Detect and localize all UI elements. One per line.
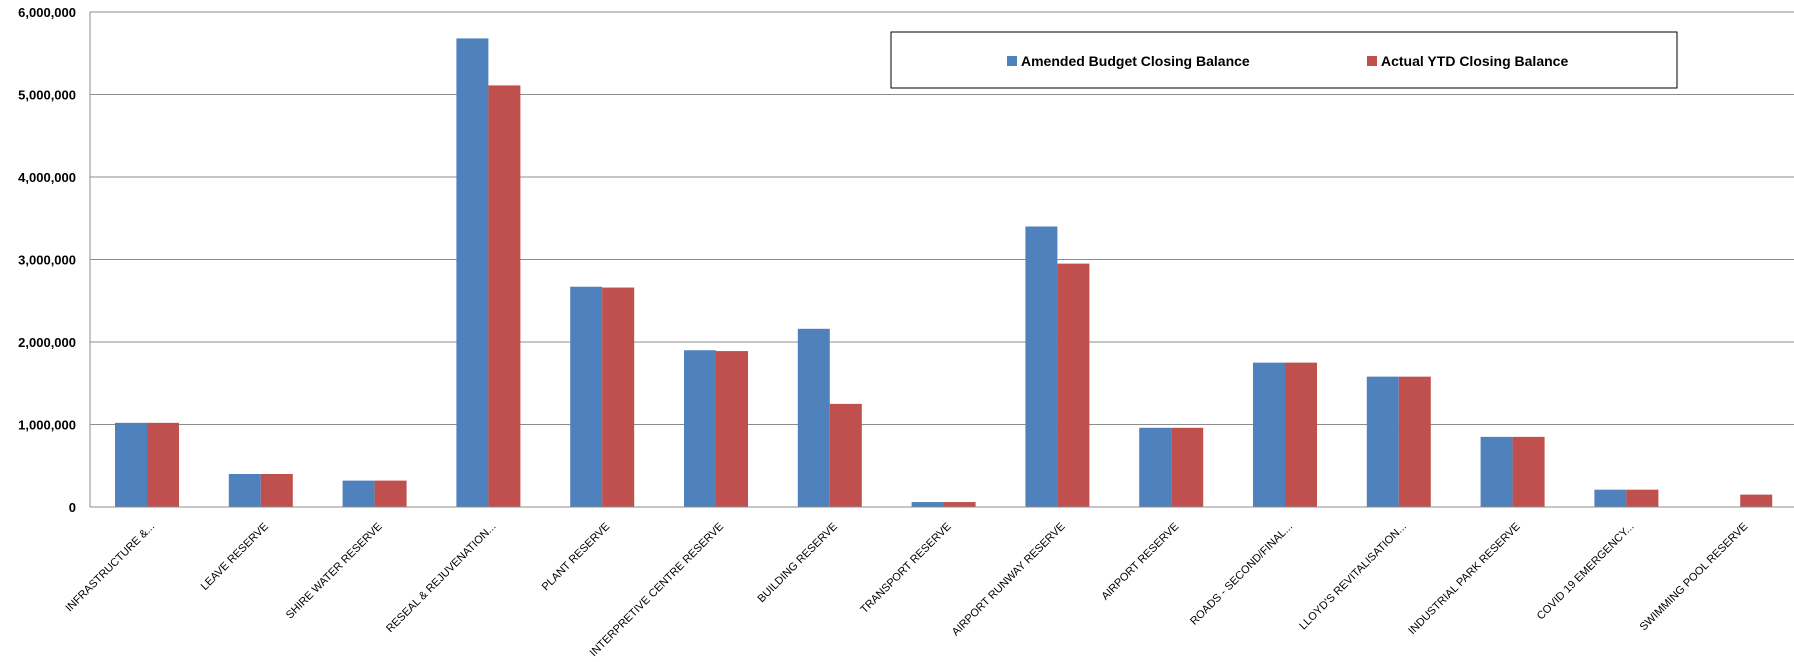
y-tick-label: 3,000,000 — [18, 253, 76, 268]
y-tick-label: 6,000,000 — [18, 5, 76, 20]
legend: Amended Budget Closing Balance Actual YT… — [890, 31, 1678, 89]
legend-swatch-actual-ytd — [1367, 56, 1377, 66]
bar-actual-ytd — [260, 474, 293, 507]
axes — [89, 12, 1794, 508]
bars — [115, 38, 1773, 508]
bar-amended-budget — [684, 350, 716, 507]
bar-amended-budget — [115, 422, 147, 507]
x-tick-label: LLOYD'S REVITALISATION... — [1297, 521, 1409, 633]
bar-amended-budget — [1025, 226, 1058, 507]
bar-actual-ytd — [1512, 436, 1545, 507]
bar-amended-budget — [1139, 427, 1172, 507]
legend-label-amended-budget: Amended Budget Closing Balance — [1021, 53, 1250, 69]
bar-actual-ytd — [374, 480, 407, 507]
x-tick-label: AIRPORT RESERVE — [1099, 521, 1181, 603]
bar-actual-ytd — [1285, 362, 1317, 507]
bar-actual-ytd — [488, 85, 521, 508]
bar-actual-ytd — [1740, 494, 1773, 507]
x-tick-label: RESEAL & REJUVENATION... — [384, 521, 498, 635]
x-tick-label: AIRPORT RUNWAY RESERVE — [950, 521, 1068, 639]
legend-label-actual-ytd: Actual YTD Closing Balance — [1381, 53, 1568, 69]
bar-amended-budget — [570, 286, 603, 507]
y-tick-label: 4,000,000 — [18, 170, 76, 185]
gridlines — [90, 11, 1794, 508]
x-tick-label: INFRASTRUCTURE &... — [63, 521, 157, 615]
bar-actual-ytd — [1398, 376, 1431, 507]
x-tick-label: SHIRE WATER RESERVE — [284, 521, 385, 622]
bar-amended-budget — [456, 38, 489, 508]
x-tick-label: INTERPRETIVE CENTRE RESERVE — [588, 521, 726, 657]
bar-amended-budget — [228, 474, 261, 507]
legend-box — [890, 31, 1678, 89]
bar-actual-ytd — [943, 502, 976, 507]
bar-amended-budget — [342, 480, 375, 507]
x-tick-label: TRANSPORT RESERVE — [858, 521, 953, 616]
bar-amended-budget — [911, 502, 944, 507]
bar-actual-ytd — [1171, 427, 1204, 507]
bar-amended-budget — [1594, 489, 1627, 507]
x-tick-label: SWIMMING POOL RESERVE — [1638, 521, 1751, 634]
bar-amended-budget — [797, 328, 830, 507]
bar-actual-ytd — [829, 403, 862, 507]
y-tick-label: 0 — [69, 500, 76, 515]
bar-actual-ytd — [147, 422, 179, 507]
x-tick-label: PLANT RESERVE — [540, 521, 613, 594]
x-axis-tick-labels: INFRASTRUCTURE &... LEAVE RESERVE SHIRE WA… — [63, 521, 1751, 659]
bar-amended-budget — [1480, 436, 1513, 507]
bar-actual-ytd — [1057, 263, 1090, 507]
y-tick-label: 1,000,000 — [18, 418, 76, 433]
y-tick-label: 2,000,000 — [18, 335, 76, 350]
x-tick-label: LEAVE RESERVE — [199, 521, 271, 593]
x-tick-label: INDUSTRIAL PARK RESERVE — [1406, 521, 1522, 637]
bar-amended-budget — [1366, 376, 1399, 507]
bar-actual-ytd — [602, 287, 635, 507]
y-tick-label: 5,000,000 — [18, 88, 76, 103]
legend-swatch-amended-budget — [1007, 56, 1017, 66]
bar-amended-budget — [1253, 362, 1285, 507]
bar-actual-ytd — [716, 351, 748, 507]
x-tick-label: ROADS - SECOND/FINAL... — [1188, 521, 1295, 628]
y-axis-tick-labels: 0 1,000,000 2,000,000 3,000,000 4,000,000 5,0… — [18, 5, 76, 515]
x-tick-label: COVID 19 EMERGENCY... — [1535, 521, 1637, 623]
x-tick-label: BUILDING RESERVE — [755, 521, 839, 605]
bar-actual-ytd — [1626, 489, 1659, 507]
